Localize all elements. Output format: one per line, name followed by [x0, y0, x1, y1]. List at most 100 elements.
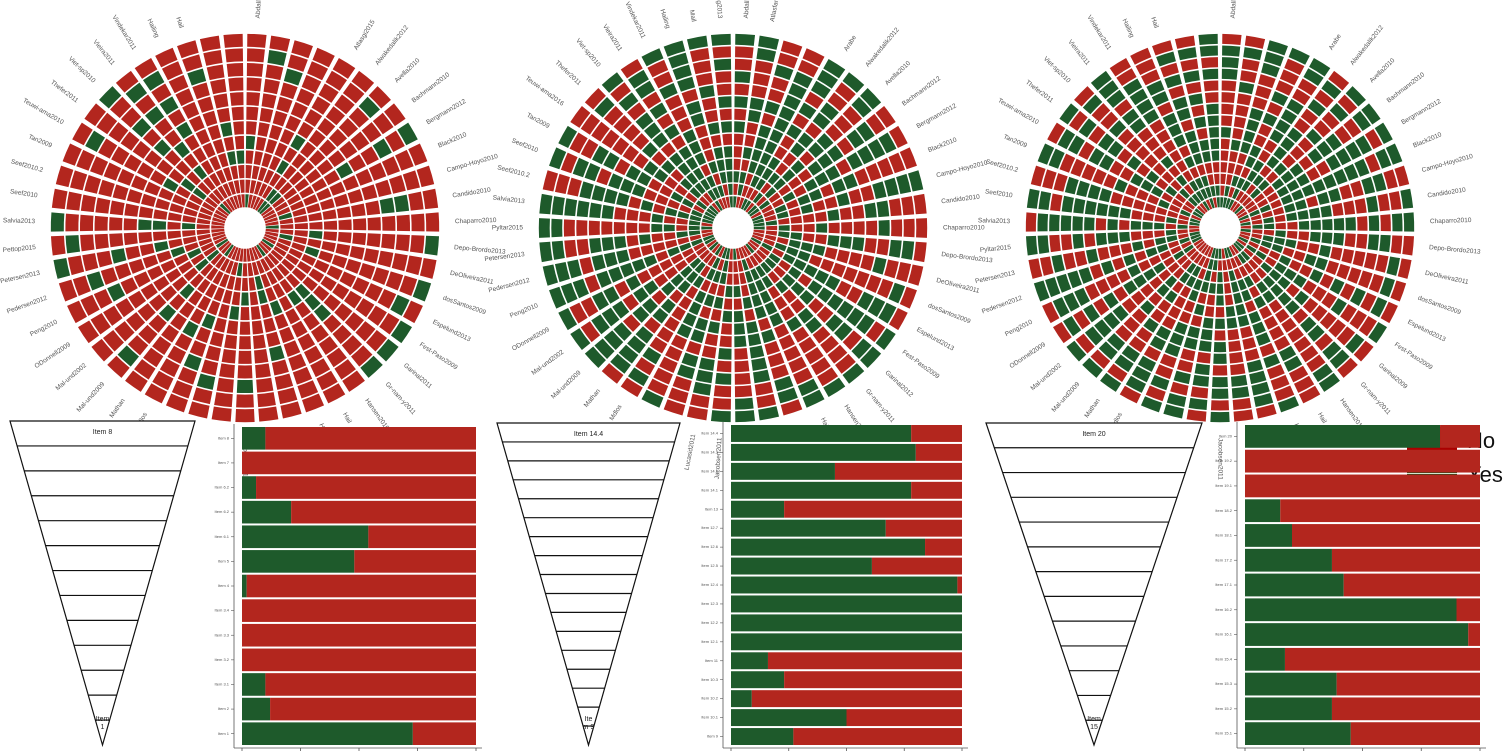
radial-cell	[283, 147, 298, 163]
radial-cell	[603, 252, 618, 268]
radial-cell	[292, 207, 307, 217]
category-label: Item 16.2	[1215, 607, 1232, 612]
radial-study-label: ODonnell2009	[511, 326, 551, 352]
radial-study-label: Hail	[1316, 411, 1328, 425]
radial-cell	[701, 222, 713, 227]
radial-cell	[1258, 123, 1273, 138]
radial-cell	[390, 320, 413, 344]
radial-cell	[1136, 98, 1154, 115]
radial-cell	[1189, 180, 1199, 192]
radial-cell	[699, 249, 710, 260]
radial-cell	[1189, 166, 1200, 179]
radial-cell	[274, 177, 287, 191]
radial-cell	[790, 298, 806, 314]
radial-cell	[888, 198, 902, 217]
radial-cell	[1367, 234, 1380, 251]
radial-cell	[1129, 118, 1147, 135]
radial-cell	[551, 240, 565, 260]
radial-cell	[279, 326, 295, 344]
radial-cell	[572, 157, 589, 178]
radial-cell	[1345, 217, 1356, 231]
radial-cell	[1145, 247, 1158, 258]
radial-cell	[1233, 116, 1247, 129]
bar-no	[291, 500, 476, 524]
radial-study-label: Bachmann2012	[901, 75, 942, 108]
radial-cell	[1165, 185, 1178, 197]
radial-study-label: Seef2010.2	[985, 158, 1019, 174]
radial-study-label: Gr-nam-y2011	[1359, 381, 1392, 417]
radial-cell	[1229, 151, 1239, 163]
radial-cell	[665, 94, 683, 111]
radial-cell	[1074, 250, 1088, 267]
radial-cell	[256, 244, 266, 257]
radial-cell	[280, 401, 302, 419]
radial-cell	[739, 171, 747, 184]
radial-cell	[681, 247, 695, 258]
radial-cell	[763, 209, 775, 218]
radial-cell	[620, 58, 643, 79]
radial-cell	[1066, 340, 1087, 362]
radial-cell	[748, 282, 758, 295]
radial-cell	[238, 350, 252, 364]
bar-no	[354, 550, 476, 573]
radial-cell	[670, 169, 684, 183]
radial-cell	[95, 197, 111, 214]
bar-yes	[731, 614, 962, 632]
radial-cell	[688, 220, 701, 226]
radial-cell	[1311, 286, 1327, 302]
radial-cell	[279, 128, 295, 145]
radial-cell	[1123, 316, 1140, 333]
bar-yes	[1245, 623, 1469, 646]
radial-cell	[751, 357, 768, 371]
radial-cell	[297, 380, 319, 399]
radial-cell	[1120, 243, 1133, 255]
radial-cell	[1149, 119, 1165, 135]
radial-cell	[293, 215, 308, 223]
radial-cell	[320, 275, 337, 292]
radial-cell	[1042, 301, 1060, 324]
radial-cell	[396, 214, 411, 232]
radial-cell	[701, 229, 713, 234]
radial-cell	[228, 181, 236, 195]
radial-cell	[259, 107, 274, 123]
radial-cell	[393, 194, 410, 213]
radial-cell	[1285, 300, 1300, 315]
radial-study-label: Campo-Hoyo2010	[936, 159, 989, 179]
radial-cell	[220, 258, 230, 272]
radial-cell	[144, 181, 161, 196]
radial-cell	[734, 372, 751, 385]
radial-cell	[179, 283, 195, 300]
radial-cell	[823, 377, 846, 398]
radial-cell	[283, 68, 303, 86]
radial-study-label: Espelund2013	[1406, 319, 1447, 344]
radial-cell	[1166, 392, 1187, 408]
radial-cell	[1134, 250, 1147, 262]
radial-cell	[685, 285, 699, 300]
radial-cell	[123, 218, 138, 231]
radial-cell	[1289, 145, 1305, 161]
radial-cell	[733, 310, 744, 323]
radial-cell	[76, 149, 95, 171]
radial-cell	[773, 265, 786, 278]
bar-no	[1292, 524, 1480, 547]
radial-cell	[1130, 47, 1152, 65]
radial-cell	[665, 207, 678, 217]
radial-cell	[1306, 166, 1321, 182]
radial-cell	[564, 198, 578, 217]
radial-cell	[348, 107, 370, 128]
radial-cell	[627, 102, 646, 121]
radial-cell	[192, 147, 207, 163]
radial-cell	[1402, 235, 1415, 256]
radial-cell	[1192, 153, 1203, 165]
radial-study-label: Hailing	[1121, 18, 1136, 39]
radial-study-label: Vindekar2011	[110, 14, 137, 52]
radial-cell	[836, 192, 850, 207]
radial-cell	[1293, 336, 1312, 353]
radial-cell	[1180, 348, 1196, 362]
radial-cell	[782, 169, 796, 183]
radial-cell	[147, 265, 164, 281]
radial-cell	[1173, 370, 1191, 385]
radial-cell	[680, 265, 693, 278]
radial-cell	[1084, 233, 1096, 248]
radial-cell	[542, 170, 559, 192]
